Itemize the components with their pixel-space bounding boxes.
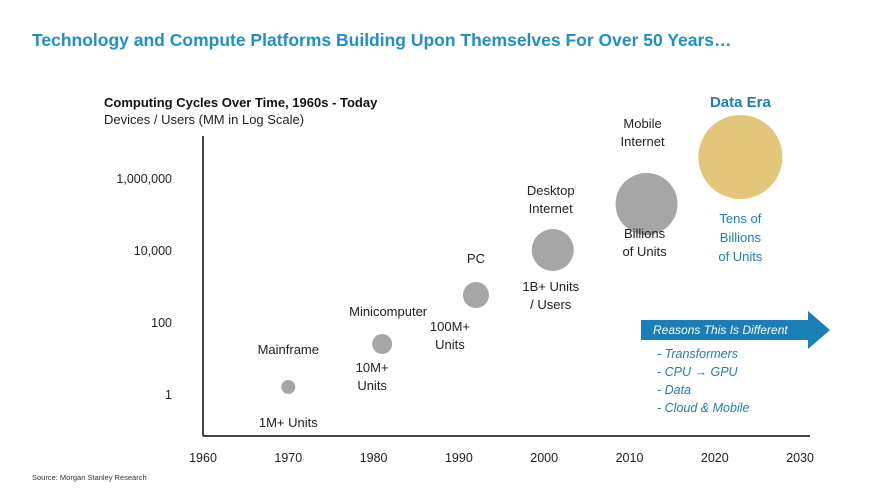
reason-item: - Cloud & Mobile xyxy=(657,401,749,415)
source-note: Source: Morgan Stanley Research xyxy=(32,473,147,482)
reasons-arrow xyxy=(641,311,830,349)
x-tick-label: 1970 xyxy=(274,451,302,465)
x-tick-label: 2000 xyxy=(530,451,558,465)
reason-item: - CPU → GPU xyxy=(657,365,739,379)
x-tick-label: 1960 xyxy=(189,451,217,465)
y-tick-label: 1,000,000 xyxy=(116,172,172,186)
reason-item: - Transformers xyxy=(657,347,738,361)
bubble-label: Data Era xyxy=(710,94,772,111)
bubble-label: PC xyxy=(467,251,485,266)
bubble-note: 100M+ Units xyxy=(430,319,470,352)
bubble-label: Mainframe xyxy=(258,342,319,357)
x-tick-label: 1980 xyxy=(360,451,388,465)
reasons-title: Reasons This Is Different xyxy=(653,323,788,337)
y-tick-label: 10,000 xyxy=(134,244,172,258)
bubble-note: 10M+ Units xyxy=(356,360,389,393)
x-tick-label: 2030 xyxy=(786,451,814,465)
bubble-note: Billions of Units xyxy=(623,226,668,259)
bubble-note: Tens of Billions of Units xyxy=(718,211,763,264)
x-tick-label: 1990 xyxy=(445,451,473,465)
bubble-note: 1M+ Units xyxy=(259,415,318,430)
y-tick-label: 100 xyxy=(151,316,172,330)
bubble-note: 1B+ Units / Users xyxy=(522,279,579,312)
x-tick-label: 2010 xyxy=(616,451,644,465)
headline: Technology and Compute Platforms Buildin… xyxy=(32,30,732,50)
bubble-point xyxy=(462,282,489,308)
y-axis-label: Devices / Users (MM in Log Scale) xyxy=(104,112,305,127)
bubble-point xyxy=(531,229,574,271)
bubble-point xyxy=(281,380,296,394)
y-tick-label: 1 xyxy=(165,388,172,402)
reason-item: - Data xyxy=(657,383,691,397)
bubble-label: Mobile Internet xyxy=(621,116,665,149)
bubble-label: Desktop Internet xyxy=(527,183,575,216)
bubble-point xyxy=(698,115,783,199)
x-tick-label: 2020 xyxy=(701,451,729,465)
bubble-point xyxy=(372,334,393,354)
chart-title: Computing Cycles Over Time, 1960s - Toda… xyxy=(104,95,378,110)
bubble-label: Minicomputer xyxy=(349,304,428,319)
bubble-point xyxy=(615,173,678,235)
